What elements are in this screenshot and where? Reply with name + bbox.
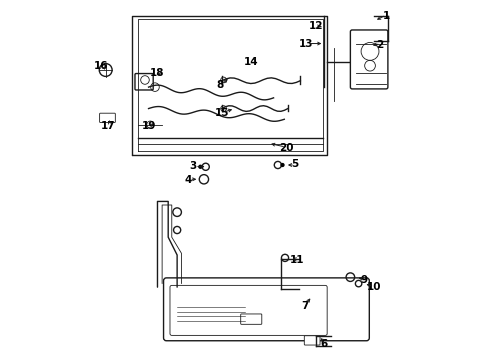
Text: 17: 17: [101, 121, 116, 131]
FancyBboxPatch shape: [170, 285, 327, 336]
Circle shape: [280, 163, 285, 167]
Text: 1: 1: [383, 11, 390, 21]
FancyBboxPatch shape: [164, 278, 369, 341]
Text: 12: 12: [309, 21, 324, 31]
Text: 2: 2: [376, 40, 384, 50]
Text: 8: 8: [217, 80, 223, 90]
FancyBboxPatch shape: [135, 73, 153, 90]
FancyBboxPatch shape: [304, 336, 320, 345]
Circle shape: [198, 165, 202, 169]
Text: 9: 9: [360, 275, 367, 285]
Text: 19: 19: [141, 121, 156, 131]
Text: 20: 20: [279, 143, 294, 153]
Text: 6: 6: [320, 339, 327, 348]
Text: 11: 11: [290, 255, 304, 265]
Text: 4: 4: [184, 175, 192, 185]
Text: 14: 14: [244, 57, 259, 67]
Text: 7: 7: [301, 301, 309, 311]
Text: 3: 3: [190, 161, 197, 171]
Text: 10: 10: [367, 282, 382, 292]
Text: 5: 5: [292, 159, 298, 169]
Text: 16: 16: [94, 61, 109, 71]
Text: 18: 18: [150, 68, 165, 78]
FancyBboxPatch shape: [350, 30, 388, 89]
Text: 13: 13: [299, 39, 314, 49]
FancyBboxPatch shape: [99, 113, 115, 122]
FancyBboxPatch shape: [241, 314, 262, 324]
Text: 15: 15: [215, 108, 229, 118]
